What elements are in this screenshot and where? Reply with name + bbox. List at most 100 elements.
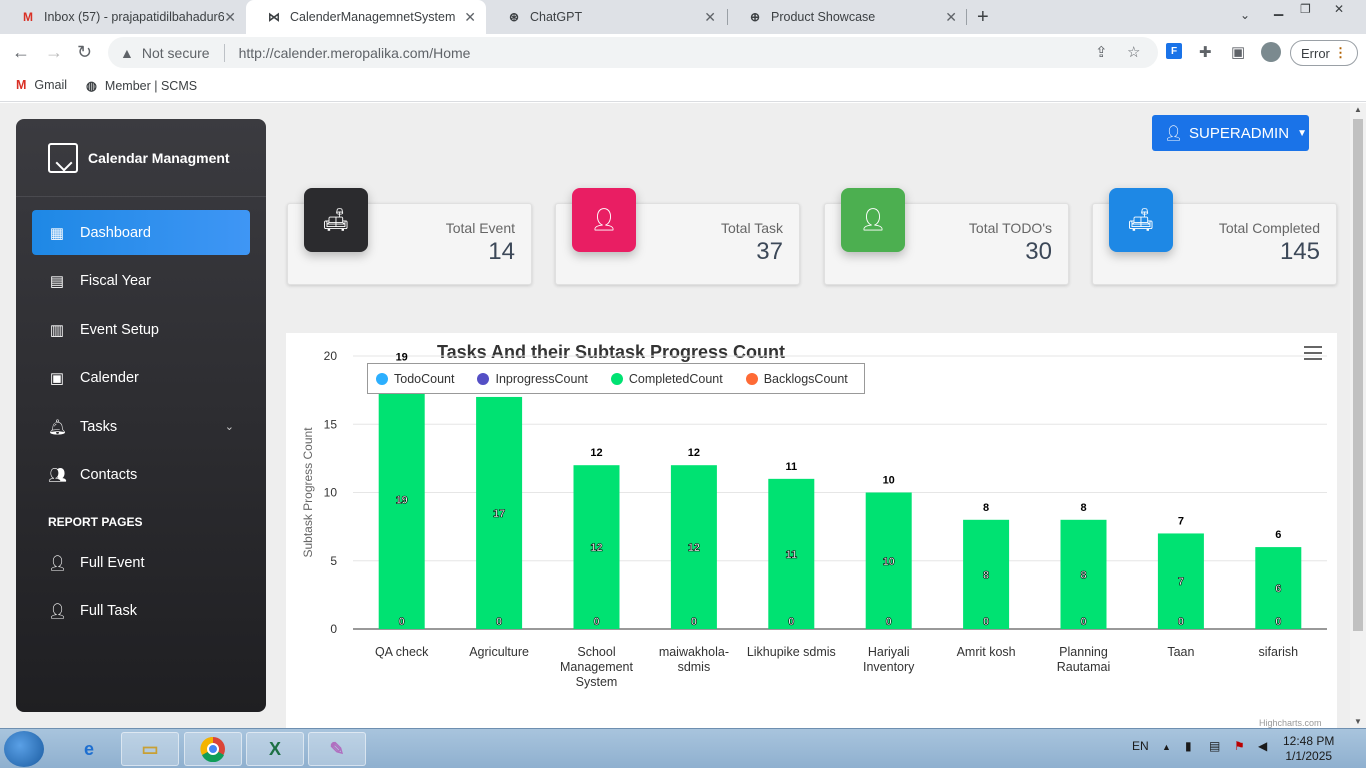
legend-item-todo[interactable]: TodoCount	[376, 372, 454, 386]
sidebar-item-event-setup[interactable]: ▥ Event Setup	[32, 307, 250, 352]
bar-zero-label: 0	[1080, 616, 1086, 628]
user-icon: 👤︎	[841, 188, 905, 252]
tab-inbox[interactable]: M Inbox (57) - prajapatidilbahadur6 ✕	[0, 0, 246, 34]
couch-icon: 🛋︎	[1109, 188, 1173, 252]
restore-icon[interactable]: ❐	[1300, 2, 1311, 16]
stat-value: 145	[1279, 238, 1320, 265]
scroll-up-icon[interactable]: ▲	[1354, 105, 1362, 114]
url-text[interactable]: http://calender.meropalika.com/Home	[238, 44, 471, 61]
gmail-icon: M	[16, 78, 27, 92]
bookmark-label: Member | SCMS	[104, 78, 198, 93]
minimize-icon[interactable]: ▁	[1274, 2, 1284, 16]
tray-network-icon[interactable]: ▤	[1209, 739, 1221, 753]
profile-avatar[interactable]	[1261, 42, 1281, 62]
stat-card-total-event: 🛋︎ Total Event 14	[287, 188, 532, 285]
tray-expand-icon[interactable]: ▲	[1162, 742, 1171, 752]
language-indicator[interactable]: EN	[1132, 739, 1149, 753]
user-icon: 👤︎	[48, 554, 68, 572]
chart-menu-icon[interactable]	[1304, 346, 1322, 360]
sidebar-item-full-task[interactable]: 👤︎ Full Task	[32, 588, 250, 633]
bar-top-label: 6	[1275, 529, 1281, 541]
sidebar-item-label: Dashboard	[80, 224, 151, 241]
extension-f-icon[interactable]: F	[1166, 43, 1182, 59]
close-icon[interactable]: ✕	[224, 9, 236, 25]
share-icon[interactable]: ⇪	[1095, 44, 1108, 61]
stat-label: Total Task	[721, 220, 783, 236]
bar-zero-label: 0	[399, 616, 405, 628]
legend-dot	[376, 372, 388, 385]
brand[interactable]: Calendar Managment	[16, 119, 266, 197]
page-scrollbar[interactable]: ▲ ▼	[1350, 103, 1366, 728]
sidebar: Calendar Managment ▦ Dashboard ▤ Fiscal …	[16, 119, 266, 712]
close-icon[interactable]: ✕	[704, 9, 716, 25]
close-icon[interactable]: ✕	[945, 9, 957, 25]
tab-calendar[interactable]: ⋈ CalenderManagemnetSystem ✕	[246, 0, 486, 34]
bar-zero-label: 0	[886, 616, 892, 628]
bookmark-member-scms[interactable]: ◍ Member | SCMS	[86, 78, 198, 94]
scrollbar-thumb[interactable]	[1353, 119, 1363, 631]
chrome-icon[interactable]	[184, 732, 242, 766]
legend-item-backlogs[interactable]: BacklogsCount	[745, 372, 848, 386]
back-icon[interactable]: ←	[12, 42, 30, 62]
chart-legend: TodoCount InprogressCount CompletedCount…	[367, 363, 865, 394]
sidebar-item-dashboard[interactable]: ▦ Dashboard	[32, 210, 250, 255]
scroll-down-icon[interactable]: ▼	[1354, 717, 1362, 726]
y-tick-label: 10	[324, 486, 338, 500]
chart-credits[interactable]: Highcharts.com	[1259, 718, 1322, 728]
paint-icon[interactable]: ✎	[308, 732, 366, 766]
tray-app-icon[interactable]: ▮	[1185, 739, 1192, 753]
sidebar-item-label: Tasks	[80, 418, 118, 435]
error-button[interactable]: Error ⋮	[1290, 40, 1358, 66]
tab-divider	[727, 9, 728, 25]
sidebar-item-tasks[interactable]: 🔔︎ Tasks ⌄	[32, 404, 250, 449]
not-secure-label: Not secure	[141, 44, 210, 61]
stat-label: Total Event	[445, 220, 515, 236]
user-menu-button[interactable]: 👤︎ SUPERADMIN ▼	[1152, 115, 1309, 151]
new-tab-button[interactable]: +	[977, 6, 989, 28]
forward-icon[interactable]: →	[45, 42, 63, 62]
explorer-icon[interactable]: ▭	[121, 732, 179, 766]
users-icon: 👥︎	[48, 466, 68, 484]
address-bar[interactable]: ▲ Not secure http://calender.meropalika.…	[108, 37, 1158, 68]
bookmark-gmail[interactable]: M Gmail	[16, 78, 67, 92]
bar-zero-label: 0	[496, 616, 502, 628]
y-tick-label: 5	[330, 554, 337, 568]
close-icon[interactable]: ✕	[464, 9, 476, 25]
calendar-icon: ▣	[49, 369, 65, 387]
y-tick-label: 20	[324, 349, 338, 363]
tab-search-chevron-icon[interactable]: ⌄	[1240, 8, 1251, 22]
x-tick-label: System	[576, 675, 618, 689]
star-icon[interactable]: ☆	[1127, 44, 1141, 61]
tab-chatgpt[interactable]: ⊛ ChatGPT ✕	[486, 0, 726, 34]
legend-label: InprogressCount	[495, 371, 588, 386]
legend-item-inprogress[interactable]: InprogressCount	[477, 371, 588, 386]
volume-icon[interactable]: ◀	[1258, 739, 1268, 753]
sidebar-item-contacts[interactable]: 👥︎ Contacts	[32, 452, 250, 497]
sidebar-item-calender[interactable]: ▣ Calender	[32, 355, 250, 400]
clock-time: 12:48 PM	[1283, 734, 1335, 748]
x-tick-label: School	[577, 645, 615, 659]
extensions-icon[interactable]: ✚	[1199, 44, 1212, 61]
sidepanel-icon[interactable]: ▣	[1231, 44, 1246, 61]
start-button[interactable]	[4, 731, 44, 767]
bar-top-label: 10	[883, 475, 895, 487]
bar	[378, 369, 425, 629]
bar-top-label: 11	[785, 461, 797, 473]
reload-icon[interactable]: ↻	[77, 42, 93, 62]
sidebar-item-fiscal-year[interactable]: ▤ Fiscal Year	[32, 258, 250, 303]
legend-dot	[745, 372, 758, 385]
legend-dot	[610, 372, 623, 385]
system-clock[interactable]: 12:48 PM 1/1/2025	[1283, 734, 1334, 764]
user-icon: 👤︎	[48, 602, 68, 620]
caret-down-icon: ▼	[1297, 127, 1307, 139]
legend-item-completed[interactable]: CompletedCount	[610, 372, 723, 386]
tab-title: CalenderManagemnetSystem	[290, 10, 456, 24]
excel-icon[interactable]: X	[246, 732, 304, 766]
tray-flag-icon[interactable]: ⚑	[1234, 739, 1245, 753]
sidebar-item-full-event[interactable]: 👤︎ Full Event	[32, 540, 250, 585]
stat-label: Total Completed	[1218, 220, 1320, 236]
window-close-icon[interactable]: ✕	[1334, 2, 1345, 16]
tab-product-showcase[interactable]: ⊕ Product Showcase ✕	[727, 0, 967, 34]
ie-icon[interactable]: e	[83, 738, 94, 759]
x-tick-label: sdmis	[678, 660, 711, 674]
